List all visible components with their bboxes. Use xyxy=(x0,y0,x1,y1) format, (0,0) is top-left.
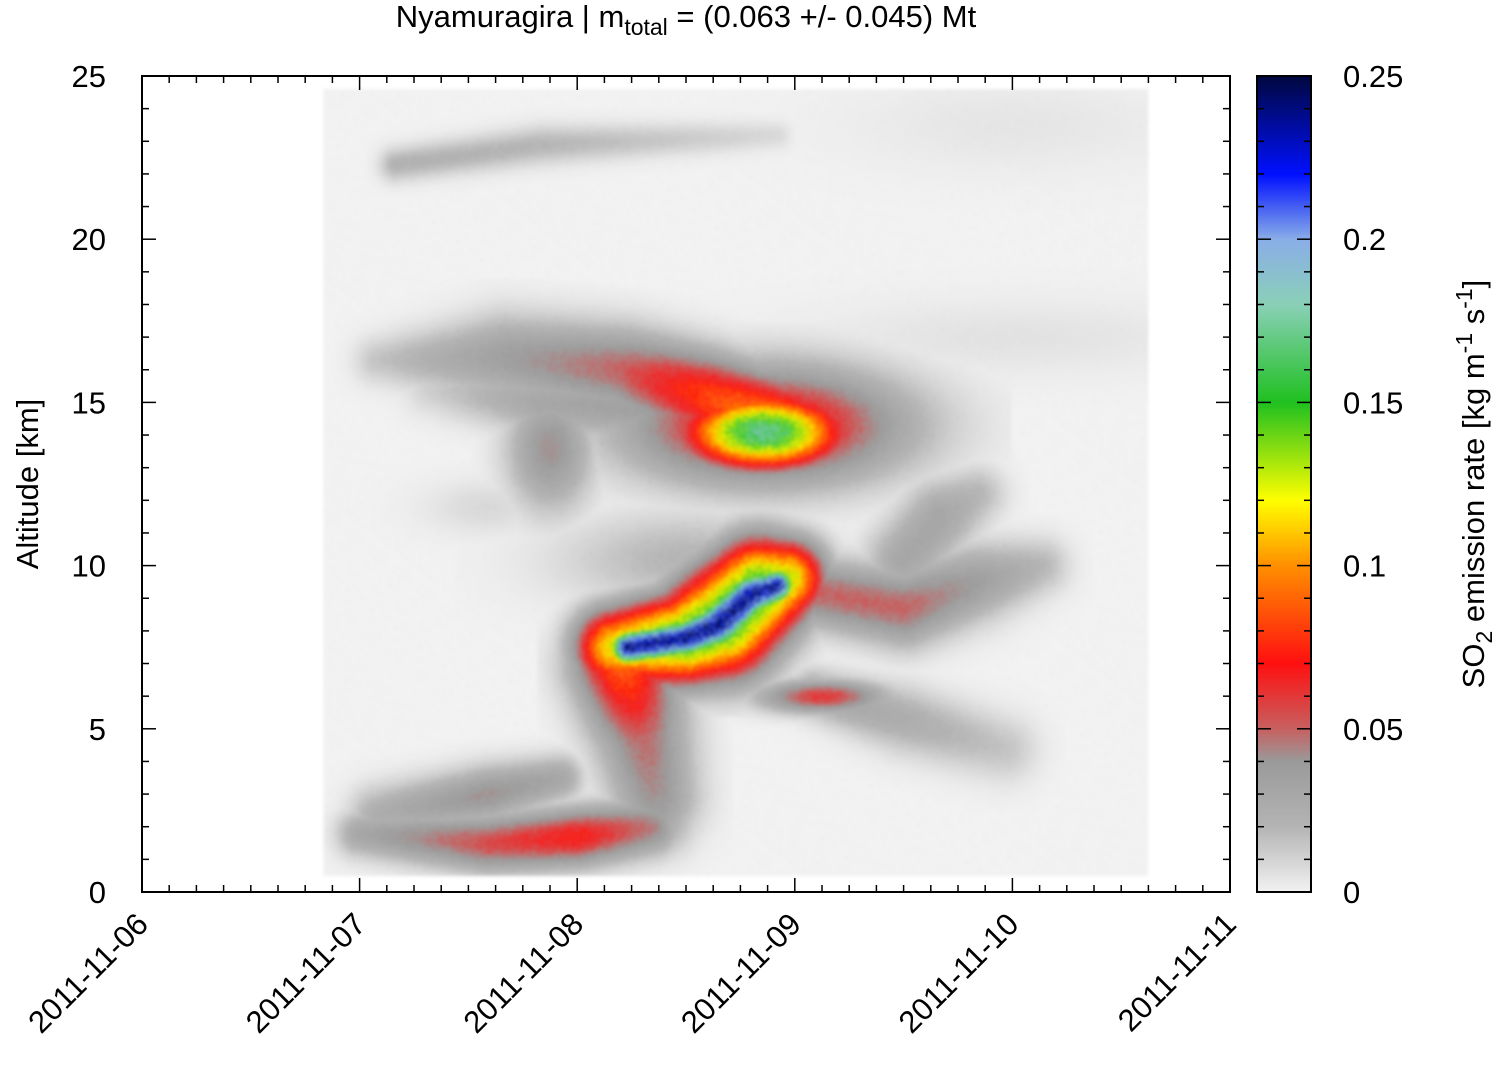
colorbar-label-part1: SO xyxy=(1456,644,1491,689)
colorbar-label-part4: ] xyxy=(1456,280,1491,289)
plot-area: 2011-11-06 2011-11-07 2011-11-08 2011-11-09… xyxy=(21,59,1243,1040)
colorbar-label-part3: s xyxy=(1456,309,1491,333)
chart-title-subscript: total xyxy=(624,14,667,40)
y-axis-label: Altitude [km] xyxy=(10,399,45,570)
colorbar-tick-label: 0 xyxy=(1343,875,1360,910)
chart-title: Nyamuragira | mtotal = (0.063 +/- 0.045)… xyxy=(396,0,977,40)
x-tick-label: 2011-11-11 xyxy=(1111,906,1243,1038)
y-tick-label: 15 xyxy=(72,385,106,420)
colorbar-tick-labels: 0 0.05 0.1 0.15 0.2 0.25 xyxy=(1343,59,1403,910)
x-tick-label: 2011-11-07 xyxy=(239,906,373,1040)
chart-title-suffix: = (0.063 +/- 0.045) Mt xyxy=(668,0,977,34)
colorbar-tick-label: 0.2 xyxy=(1343,222,1386,257)
colorbar-ticks xyxy=(1257,75,1311,893)
colorbar-label: SO2 emission rate [kg m-1 s-1] xyxy=(1451,280,1493,689)
y-tick-label: 20 xyxy=(72,222,106,257)
colorbar-gradient xyxy=(1257,76,1311,892)
x-tick-label: 2011-11-10 xyxy=(892,906,1026,1040)
colorbar-frame xyxy=(1256,75,1312,893)
colorbar-label-sup1: -1 xyxy=(1451,333,1477,353)
y-tick-label: 10 xyxy=(72,549,106,584)
colorbar-label-sub: 2 xyxy=(1471,631,1493,644)
colorbar: 0 0.05 0.1 0.15 0.2 0.25 xyxy=(1256,59,1403,910)
colorbar-tick-label: 0.05 xyxy=(1343,712,1403,747)
y-tick-label: 5 xyxy=(89,712,106,747)
chart-title-prefix: Nyamuragira | m xyxy=(396,0,625,34)
heatmap-image xyxy=(323,89,1149,877)
x-tick-label: 2011-11-08 xyxy=(457,906,591,1040)
colorbar-label-part2: emission rate [kg m xyxy=(1456,353,1491,630)
colorbar-label-sup2: -1 xyxy=(1451,288,1477,308)
y-tick-label: 25 xyxy=(72,59,106,94)
plot-ticks xyxy=(141,75,1231,893)
y-tick-label: 0 xyxy=(89,875,106,910)
colorbar-tick-label: 0.1 xyxy=(1343,549,1386,584)
colorbar-tick-label: 0.15 xyxy=(1343,385,1403,420)
x-tick-label: 2011-11-06 xyxy=(21,906,155,1040)
colorbar-tick-label: 0.25 xyxy=(1343,59,1403,94)
y-tick-labels: 0 5 10 15 20 25 xyxy=(72,59,106,910)
x-tick-label: 2011-11-09 xyxy=(674,906,808,1040)
x-tick-labels: 2011-11-06 2011-11-07 2011-11-08 2011-11-09… xyxy=(21,906,1243,1040)
